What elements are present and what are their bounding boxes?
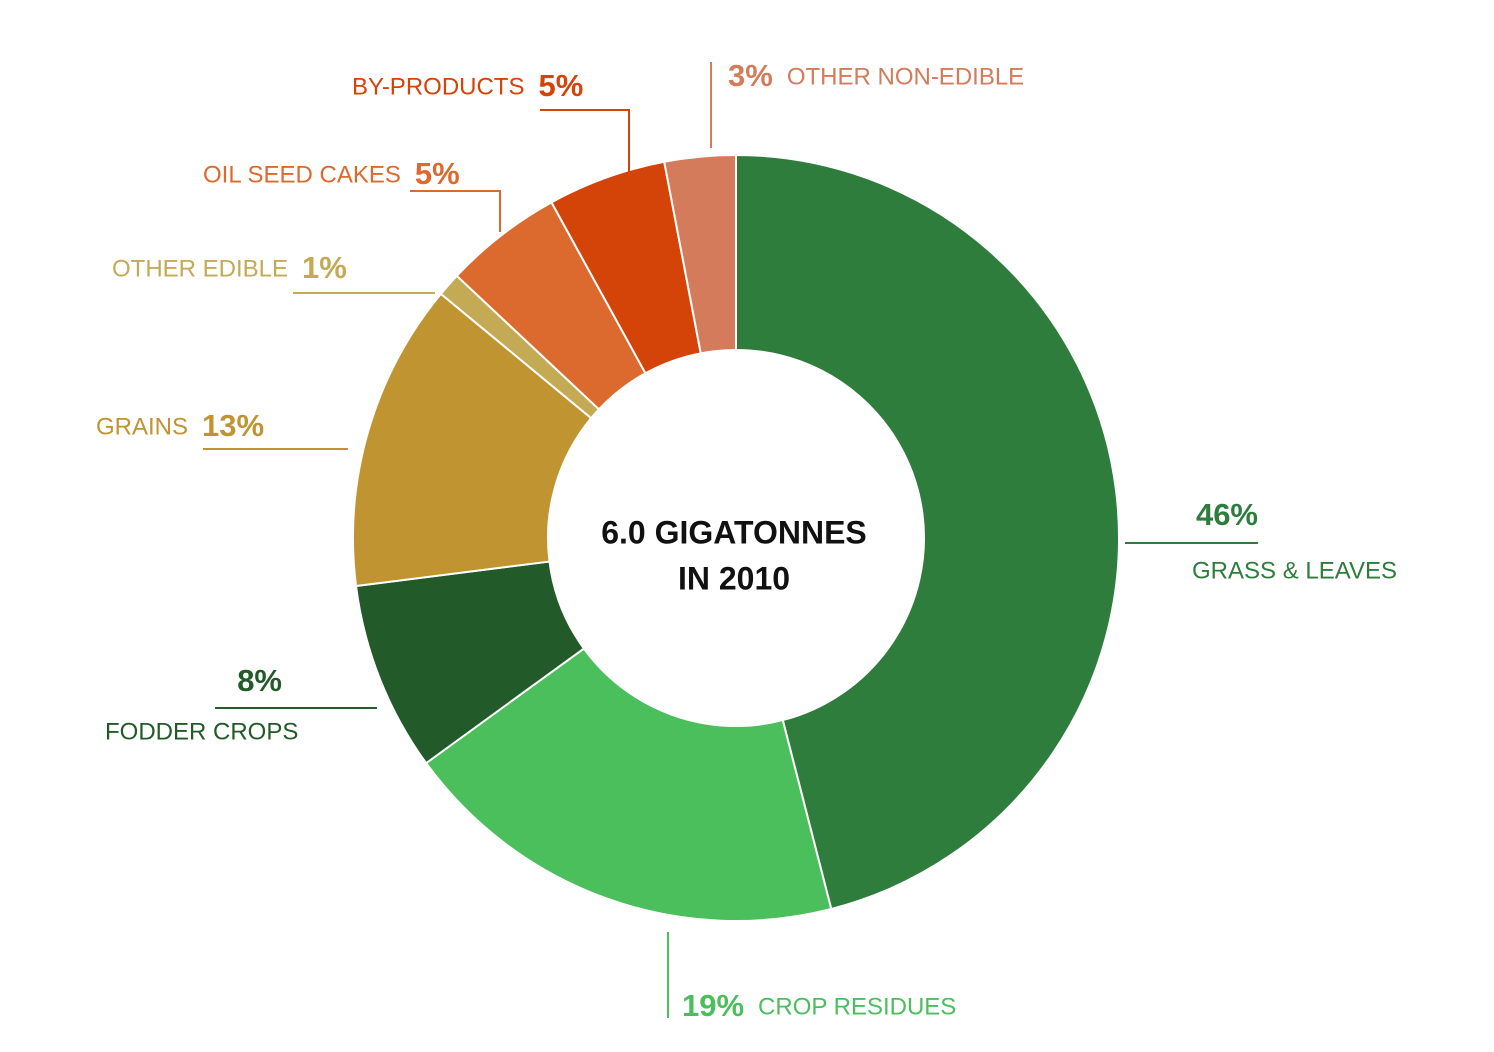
leader-line bbox=[410, 190, 501, 232]
center-label: 6.0 GIGATONNES bbox=[601, 514, 867, 550]
value-label: 5% bbox=[415, 156, 460, 191]
category-label: BY-PRODUCTS bbox=[352, 73, 524, 100]
slice bbox=[352, 292, 593, 588]
value-label: 5% bbox=[538, 68, 583, 103]
leader-line bbox=[540, 109, 630, 172]
value-label: 46% bbox=[1196, 497, 1258, 532]
slice bbox=[424, 647, 833, 922]
value-label: 13% bbox=[202, 408, 264, 443]
category-label: CROP RESIDUES bbox=[758, 993, 956, 1020]
slice bbox=[663, 153, 737, 355]
category-label: OTHER NON-EDIBLE bbox=[787, 63, 1024, 90]
category-label: FODDER CROPS bbox=[105, 718, 298, 745]
value-label: 1% bbox=[302, 250, 347, 285]
value-label: 8% bbox=[237, 663, 282, 698]
donut bbox=[352, 153, 1120, 922]
category-label: OIL SEED CAKES bbox=[203, 161, 401, 188]
value-label: 3% bbox=[728, 58, 773, 93]
value-label: 19% bbox=[682, 988, 744, 1023]
category-label: GRASS & LEAVES bbox=[1192, 557, 1397, 584]
category-label: OTHER EDIBLE bbox=[112, 255, 288, 282]
category-label: GRAINS bbox=[96, 413, 188, 440]
slice bbox=[735, 153, 1120, 911]
center-label: IN 2010 bbox=[678, 560, 790, 596]
